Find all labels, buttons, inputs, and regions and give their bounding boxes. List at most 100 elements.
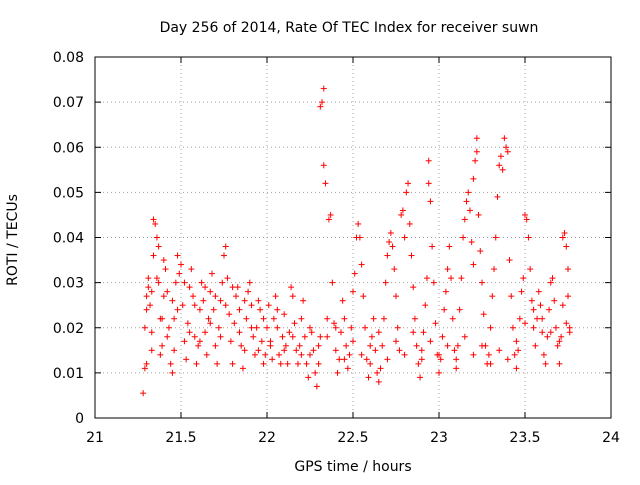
data-point: [165, 324, 172, 331]
data-point: [313, 383, 320, 390]
data-point: [389, 243, 396, 250]
data-point: [418, 356, 425, 363]
data-point: [453, 356, 460, 363]
x-tick-label: 23.5: [509, 430, 540, 446]
data-point: [520, 275, 527, 282]
data-point: [528, 297, 535, 304]
data-point: [399, 207, 406, 214]
data-point: [332, 347, 339, 354]
data-point: [410, 284, 417, 291]
data-point: [473, 148, 480, 155]
data-point: [186, 284, 193, 291]
data-point: [513, 365, 520, 372]
data-point: [477, 248, 484, 255]
data-point: [547, 329, 554, 336]
data-point: [282, 342, 289, 349]
data-point: [384, 356, 391, 363]
data-point: [143, 293, 150, 300]
data-point: [167, 360, 174, 367]
data-point: [217, 333, 224, 340]
data-point: [200, 297, 207, 304]
data-point: [487, 324, 494, 331]
y-axis-label: ROTI / TECUs: [5, 194, 21, 286]
data-point: [176, 270, 183, 277]
data-point: [405, 180, 412, 187]
data-point: [511, 351, 518, 358]
data-point: [350, 338, 356, 345]
data-point: [391, 266, 398, 273]
data-point: [264, 324, 270, 331]
data-point: [339, 297, 346, 304]
data-point: [565, 293, 571, 300]
data-point: [451, 347, 458, 354]
data-point: [337, 329, 344, 336]
data-point: [229, 360, 236, 367]
data-point: [274, 306, 281, 313]
data-point: [446, 243, 453, 250]
data-point: [539, 315, 546, 322]
data-point: [203, 351, 210, 358]
data-point: [453, 365, 460, 372]
data-point: [281, 311, 288, 318]
data-point: [344, 365, 351, 372]
tick-labels-layer: 21 21.5 22 22.5 23 23.5 24 0 0.01 0.02 0.03 0.04 0.0…: [53, 50, 620, 446]
data-point: [355, 220, 362, 227]
data-point: [417, 374, 424, 381]
data-point: [532, 342, 539, 349]
data-point: [257, 306, 264, 313]
data-point: [207, 288, 214, 295]
data-point: [523, 216, 530, 223]
data-point: [386, 239, 393, 246]
data-point: [527, 266, 534, 273]
data-point: [310, 347, 317, 354]
data-point: [258, 338, 265, 345]
data-point: [465, 189, 472, 196]
data-point: [327, 211, 334, 218]
data-point: [178, 261, 184, 268]
data-point: [539, 329, 546, 336]
ticks-layer: [94, 56, 612, 419]
data-point: [207, 320, 214, 327]
data-point: [141, 365, 148, 372]
data-point: [358, 261, 365, 268]
data-point: [549, 275, 556, 282]
data-point: [162, 266, 169, 273]
data-point: [449, 315, 456, 322]
data-point: [393, 338, 399, 345]
data-point: [444, 266, 451, 273]
data-point: [329, 279, 336, 286]
data-point: [155, 279, 162, 286]
data-point: [164, 333, 171, 340]
data-point: [468, 239, 475, 246]
data-point: [215, 324, 222, 331]
data-point: [348, 324, 355, 331]
y-tick-label: 0: [75, 411, 84, 427]
data-point: [492, 234, 499, 241]
chart-title: Day 256 of 2014, Rate Of TEC Index for r…: [160, 20, 539, 36]
data-point: [284, 360, 291, 367]
data-point: [406, 220, 413, 227]
data-point: [159, 315, 166, 322]
data-point: [272, 293, 279, 300]
data-point: [147, 302, 154, 309]
data-point: [300, 297, 307, 304]
data-point: [262, 351, 269, 358]
data-point: [503, 144, 510, 151]
data-point: [448, 275, 455, 282]
data-point: [233, 293, 240, 300]
data-point: [148, 347, 155, 354]
data-point: [245, 288, 252, 295]
data-point: [217, 297, 224, 304]
data-point: [153, 234, 160, 241]
data-point: [288, 284, 295, 291]
data-point: [394, 324, 401, 331]
data-point: [534, 315, 541, 322]
data-point: [425, 180, 432, 187]
data-point: [276, 351, 283, 358]
data-point: [563, 243, 570, 250]
data-point: [291, 320, 298, 327]
data-point: [379, 342, 386, 349]
data-point: [195, 342, 202, 349]
data-point: [485, 351, 492, 358]
